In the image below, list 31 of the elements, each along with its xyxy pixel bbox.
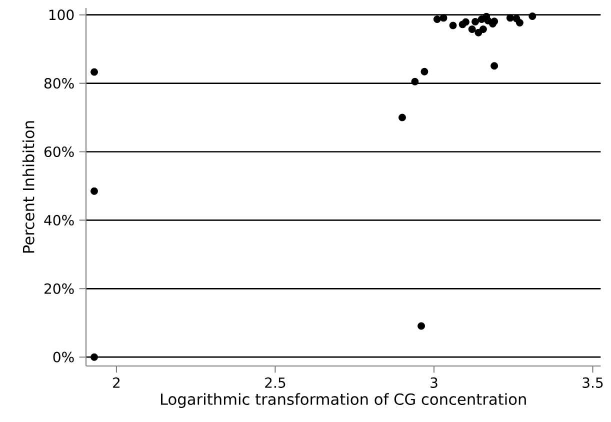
point bbox=[433, 16, 441, 24]
point bbox=[479, 25, 487, 33]
point bbox=[472, 18, 479, 26]
x-tick-label: 2.5 bbox=[265, 377, 286, 388]
point bbox=[506, 14, 514, 22]
y-axis-title: Percent Inhibition bbox=[22, 121, 34, 253]
y-tick-label: 80% bbox=[44, 78, 74, 89]
x-tick-label: 2 bbox=[113, 377, 120, 388]
point bbox=[468, 25, 476, 33]
point bbox=[490, 18, 498, 26]
y-tick-label: 60% bbox=[44, 146, 74, 158]
point bbox=[90, 353, 98, 361]
point bbox=[90, 68, 98, 76]
point bbox=[420, 68, 428, 76]
x-axis-title: Logarithmic transformation of CG concentration bbox=[160, 393, 526, 408]
x-tick-label: 3.5 bbox=[582, 377, 603, 388]
point bbox=[398, 114, 406, 122]
y-tick-label: 40% bbox=[44, 214, 74, 226]
point bbox=[440, 14, 448, 22]
point bbox=[90, 187, 98, 195]
point bbox=[418, 322, 426, 330]
y-tick-label: 100 bbox=[49, 10, 74, 20]
point bbox=[462, 18, 470, 26]
y-tick-label: 20% bbox=[44, 283, 74, 294]
y-tick-label: 0% bbox=[53, 352, 74, 362]
point bbox=[490, 62, 498, 70]
point bbox=[449, 22, 457, 30]
point bbox=[528, 12, 536, 20]
point bbox=[516, 18, 524, 26]
x-tick-label: 3 bbox=[430, 377, 438, 388]
point bbox=[411, 78, 419, 86]
